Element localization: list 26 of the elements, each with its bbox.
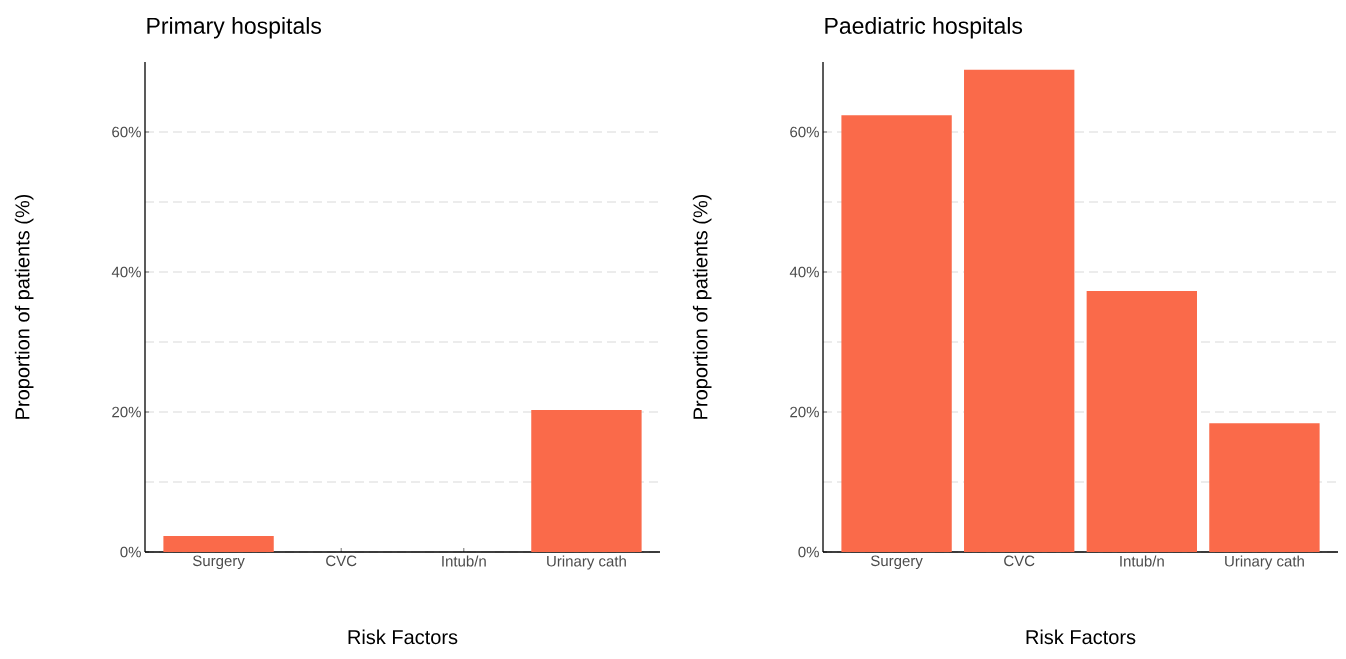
y-tick-label: 0%	[120, 546, 141, 558]
y-axis-title: Proportion of patients (%)	[14, 194, 34, 419]
x-tick-label: Urinary cath	[547, 555, 626, 570]
bar	[1086, 290, 1197, 552]
x-tick-label: CVC	[326, 555, 357, 567]
x-tick-label: Intub/n	[1120, 555, 1164, 567]
x-axis-title: Risk Factors	[1026, 629, 1136, 645]
x-tick-label: Intub/n	[442, 555, 486, 567]
y-tick-label: 20%	[112, 406, 141, 418]
chart-title: Paediatric hospitals	[825, 17, 1023, 39]
y-tick-label: 60%	[790, 126, 819, 138]
y-tick-label: 40%	[111, 266, 141, 278]
x-tick-label: Urinary cath	[1225, 555, 1304, 570]
y-tick-label: 40%	[789, 266, 819, 278]
bar	[1209, 423, 1320, 552]
y-tick-label: 0%	[798, 546, 819, 558]
x-tick-label: CVC	[1004, 555, 1035, 567]
x-axis-title: Risk Factors	[348, 629, 458, 645]
x-tick-label: Surgery	[871, 555, 923, 570]
x-tick-label: Surgery	[193, 555, 245, 570]
bar	[841, 115, 952, 552]
y-tick-label: 20%	[790, 406, 819, 418]
y-tick-label: 60%	[112, 126, 141, 138]
y-axis-title: Proportion of patients (%)	[692, 194, 712, 419]
chart-title: Primary hospitals	[147, 17, 322, 39]
bar	[964, 69, 1075, 552]
